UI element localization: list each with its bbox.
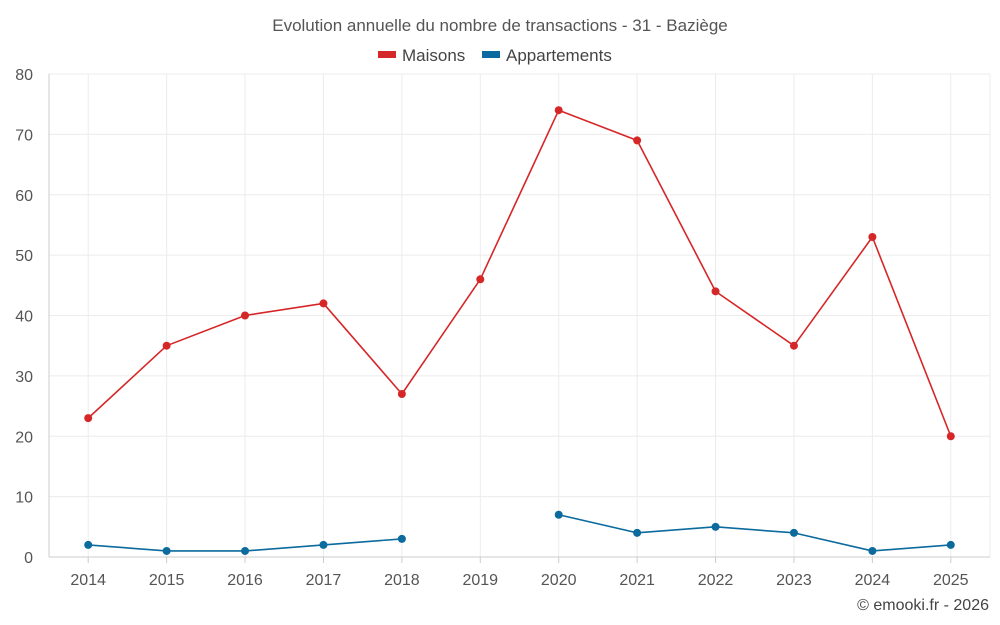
- point-appartements-2017[interactable]: [319, 540, 328, 549]
- x-tick-label-2024: 2024: [855, 572, 891, 589]
- legend-swatch-maisons: [378, 51, 396, 58]
- x-tick-label-2020: 2020: [541, 572, 577, 589]
- point-appartements-2021[interactable]: [633, 528, 642, 537]
- point-maisons-2019[interactable]: [476, 275, 485, 284]
- y-tick-label-30: 30: [15, 369, 33, 386]
- x-tick-label-2025: 2025: [933, 572, 969, 589]
- point-appartements-2020[interactable]: [554, 510, 563, 519]
- legend-label-maisons: Maisons: [402, 46, 465, 65]
- point-maisons-2014[interactable]: [84, 414, 93, 423]
- point-maisons-2022[interactable]: [711, 287, 720, 296]
- point-maisons-2018[interactable]: [397, 389, 406, 398]
- legend-label-appartements: Appartements: [506, 46, 612, 65]
- point-appartements-2025[interactable]: [946, 540, 955, 549]
- point-maisons-2025[interactable]: [946, 432, 955, 441]
- legend: Maisons Appartements: [378, 46, 612, 65]
- y-tick-label-70: 70: [15, 127, 33, 144]
- x-tick-label-2015: 2015: [149, 572, 185, 589]
- point-appartements-2023[interactable]: [789, 528, 798, 537]
- legend-item-appartements[interactable]: Appartements: [482, 46, 612, 65]
- series: [84, 106, 955, 555]
- point-appartements-2024[interactable]: [868, 546, 877, 555]
- point-maisons-2016[interactable]: [241, 311, 250, 320]
- point-appartements-2018[interactable]: [397, 534, 406, 543]
- series-line-appartements-1: [558, 513, 951, 552]
- point-appartements-2015[interactable]: [162, 546, 171, 555]
- series-line-maisons-0: [87, 109, 952, 437]
- series-maisons: [84, 106, 955, 441]
- y-tick-label-80: 80: [15, 67, 33, 84]
- y-tick-label-10: 10: [15, 490, 33, 507]
- legend-swatch-appartements: [482, 51, 500, 58]
- series-appartements: [84, 510, 955, 555]
- point-maisons-2021[interactable]: [633, 136, 642, 145]
- x-tick-label-2019: 2019: [462, 572, 498, 589]
- point-appartements-2022[interactable]: [711, 522, 720, 531]
- x-tick-label-2014: 2014: [70, 572, 106, 589]
- x-tick-label-2023: 2023: [776, 572, 812, 589]
- point-maisons-2020[interactable]: [554, 106, 563, 115]
- y-tick-label-60: 60: [15, 188, 33, 205]
- credit-text: © emooki.fr - 2026: [857, 597, 989, 614]
- point-maisons-2017[interactable]: [319, 299, 328, 308]
- y-tick-label-50: 50: [15, 248, 33, 265]
- chart-title: Evolution annuelle du nombre de transact…: [272, 16, 728, 35]
- point-maisons-2023[interactable]: [789, 341, 798, 350]
- x-tick-label-2022: 2022: [698, 572, 734, 589]
- y-tick-label-0: 0: [24, 550, 33, 567]
- y-tick-label-20: 20: [15, 429, 33, 446]
- grid: [49, 73, 991, 557]
- point-appartements-2014[interactable]: [84, 540, 93, 549]
- x-tick-label-2016: 2016: [227, 572, 263, 589]
- x-tick-label-2018: 2018: [384, 572, 420, 589]
- y-tick-label-40: 40: [15, 309, 33, 326]
- axes: 0 10 20 30 40 50 60 70 80 2014 2015 2016 2017 2018 201…: [15, 67, 990, 589]
- legend-item-maisons[interactable]: Maisons: [378, 46, 465, 65]
- point-maisons-2024[interactable]: [868, 233, 877, 242]
- point-appartements-2016[interactable]: [241, 546, 250, 555]
- x-tick-label-2017: 2017: [306, 572, 342, 589]
- point-maisons-2015[interactable]: [162, 341, 171, 350]
- x-tick-label-2021: 2021: [619, 572, 655, 589]
